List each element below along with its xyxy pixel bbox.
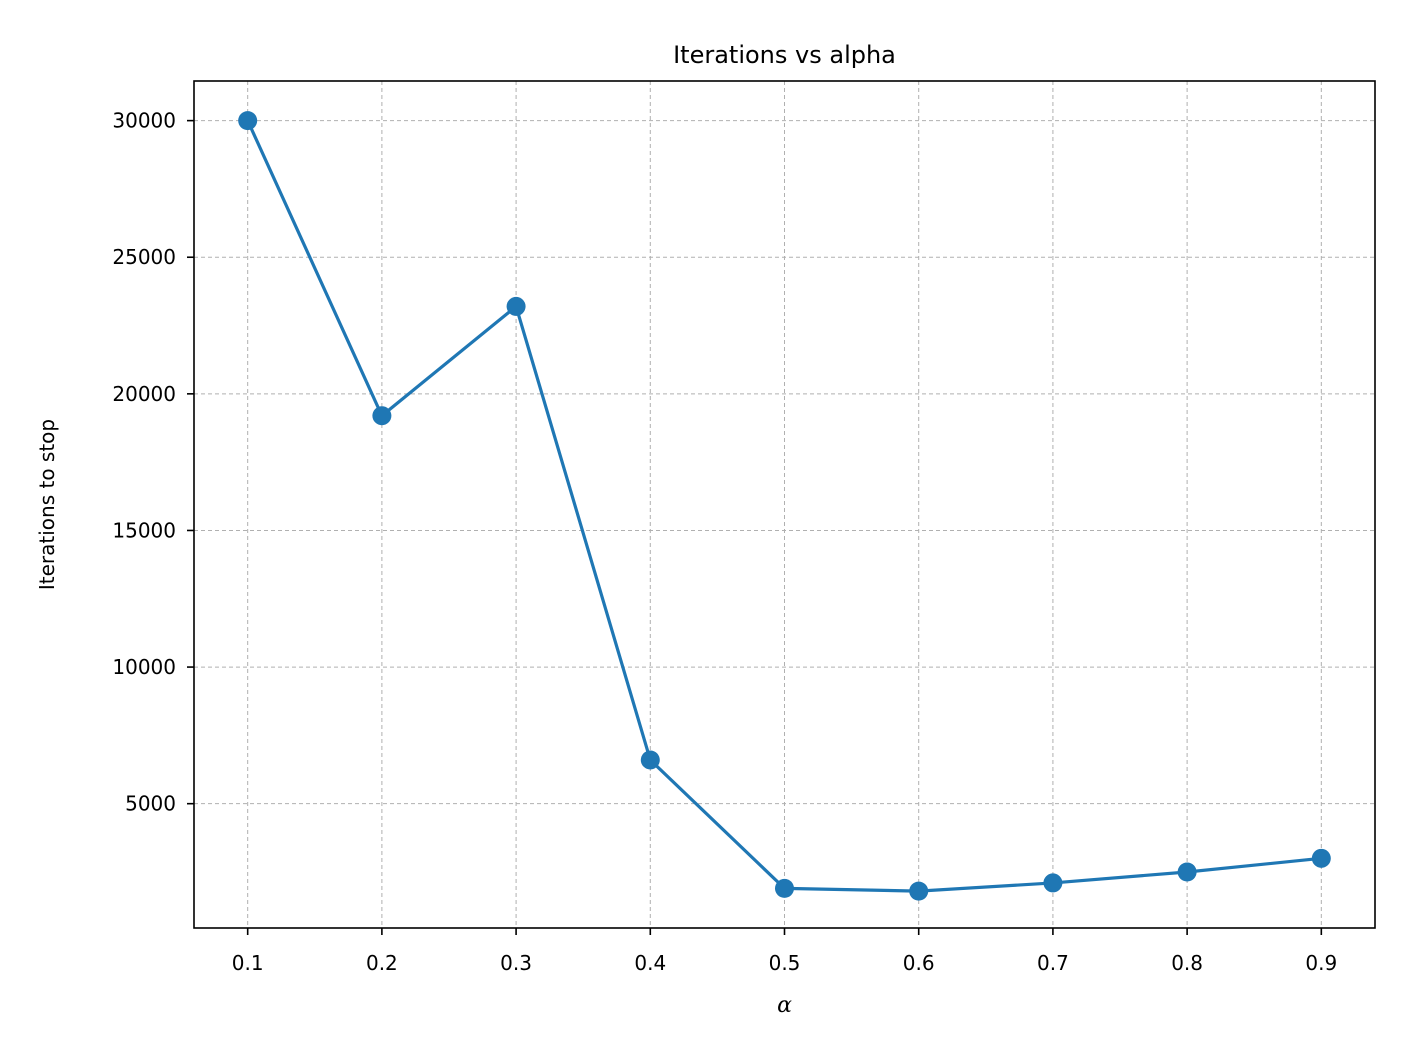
- x-tick-label: 0.8: [1171, 951, 1203, 975]
- x-tick-label: 0.2: [366, 951, 398, 975]
- data-point: [1311, 848, 1331, 868]
- grid: [194, 81, 1375, 928]
- data-point: [775, 878, 794, 898]
- data-point: [1043, 873, 1063, 893]
- series-markers: [238, 111, 1331, 901]
- data-point: [506, 296, 526, 316]
- x-tick-label: 0.4: [634, 951, 666, 975]
- x-axis-title: α: [777, 993, 792, 1018]
- data-point: [372, 406, 392, 426]
- y-tick-label: 25000: [112, 245, 176, 269]
- y-axis-title: Iterations to stop: [35, 419, 59, 590]
- x-tick-label: 0.6: [903, 951, 935, 975]
- axis-ticks: 0.1 0.2 0.3 0.4 0.5 0.6 0.7 0.8 0.9 5000 10000 1500…: [112, 109, 1337, 975]
- y-tick-label: 10000: [112, 655, 176, 679]
- x-tick-label: 0.7: [1037, 951, 1069, 975]
- chart-title: Iterations vs alpha: [673, 41, 896, 69]
- data-point: [909, 881, 929, 901]
- y-tick-label: 20000: [112, 382, 176, 406]
- x-tick-label: 0.1: [232, 951, 264, 975]
- y-tick-label: 15000: [112, 518, 176, 542]
- y-tick-label: 5000: [125, 792, 176, 816]
- data-point: [1177, 862, 1197, 882]
- x-tick-label: 0.3: [500, 951, 532, 975]
- x-tick-label: 0.5: [769, 951, 801, 975]
- data-point: [238, 111, 258, 131]
- y-tick-label: 30000: [112, 109, 176, 133]
- x-tick-label: 0.9: [1305, 951, 1337, 975]
- data-point: [640, 750, 660, 770]
